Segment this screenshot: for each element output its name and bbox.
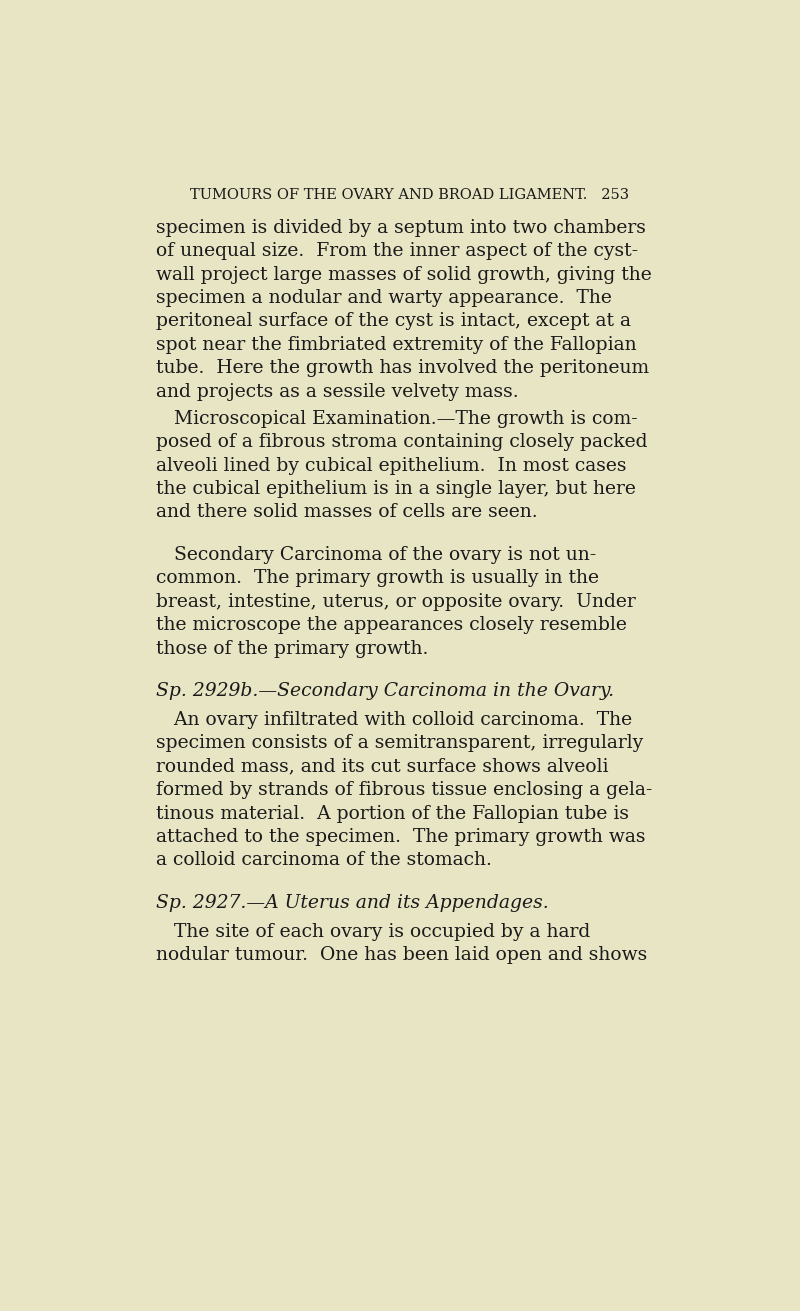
- Text: spot near the fimbriated extremity of the Fallopian: spot near the fimbriated extremity of th…: [156, 336, 637, 354]
- Text: An ovary infiltrated with colloid carcinoma.  The: An ovary infiltrated with colloid carcin…: [156, 711, 632, 729]
- Text: Microscopical Examination.—The growth is com-: Microscopical Examination.—The growth is…: [156, 410, 638, 427]
- Text: specimen is divided by a septum into two chambers: specimen is divided by a septum into two…: [156, 219, 646, 237]
- Text: the cubical epithelium is in a single layer, but here: the cubical epithelium is in a single la…: [156, 480, 636, 498]
- Text: Sp. 2929b.—Secondary Carcinoma in the Ovary.: Sp. 2929b.—Secondary Carcinoma in the Ov…: [156, 682, 614, 700]
- Text: tinous material.  A portion of the Fallopian tube is: tinous material. A portion of the Fallop…: [156, 805, 629, 822]
- Text: alveoli lined by cubical epithelium.  In most cases: alveoli lined by cubical epithelium. In …: [156, 456, 626, 475]
- Text: a colloid carcinoma of the stomach.: a colloid carcinoma of the stomach.: [156, 851, 492, 869]
- Text: peritoneal surface of the cyst is intact, except at a: peritoneal surface of the cyst is intact…: [156, 312, 630, 330]
- Text: The site of each ovary is occupied by a hard: The site of each ovary is occupied by a …: [156, 923, 590, 941]
- Text: specimen a nodular and warty appearance.  The: specimen a nodular and warty appearance.…: [156, 290, 612, 307]
- Text: formed by strands of fibrous tissue enclosing a gela-: formed by strands of fibrous tissue encl…: [156, 781, 652, 800]
- Text: specimen consists of a semitransparent, irregularly: specimen consists of a semitransparent, …: [156, 734, 643, 753]
- Text: and projects as a sessile velvety mass.: and projects as a sessile velvety mass.: [156, 383, 518, 401]
- Text: posed of a fibrous stroma containing closely packed: posed of a fibrous stroma containing clo…: [156, 433, 647, 451]
- Text: common.  The primary growth is usually in the: common. The primary growth is usually in…: [156, 569, 598, 587]
- Text: tube.  Here the growth has involved the peritoneum: tube. Here the growth has involved the p…: [156, 359, 649, 378]
- Text: breast, intestine, uterus, or opposite ovary.  Under: breast, intestine, uterus, or opposite o…: [156, 593, 635, 611]
- Text: TUMOURS OF THE OVARY AND BROAD LIGAMENT.   253: TUMOURS OF THE OVARY AND BROAD LIGAMENT.…: [190, 187, 630, 202]
- Text: of unequal size.  From the inner aspect of the cyst-: of unequal size. From the inner aspect o…: [156, 243, 638, 261]
- Text: Secondary Carcinoma of the ovary is not un-: Secondary Carcinoma of the ovary is not …: [156, 547, 596, 564]
- Text: nodular tumour.  One has been laid open and shows: nodular tumour. One has been laid open a…: [156, 947, 647, 964]
- Text: attached to the specimen.  The primary growth was: attached to the specimen. The primary gr…: [156, 829, 646, 846]
- Text: and there solid masses of cells are seen.: and there solid masses of cells are seen…: [156, 503, 538, 522]
- Text: Sp. 2927.—A Uterus and its Appendages.: Sp. 2927.—A Uterus and its Appendages.: [156, 894, 549, 912]
- Text: the microscope the appearances closely resemble: the microscope the appearances closely r…: [156, 616, 626, 635]
- Text: rounded mass, and its cut surface shows alveoli: rounded mass, and its cut surface shows …: [156, 758, 608, 776]
- Text: wall project large masses of solid growth, giving the: wall project large masses of solid growt…: [156, 266, 651, 283]
- Text: those of the primary growth.: those of the primary growth.: [156, 640, 428, 658]
